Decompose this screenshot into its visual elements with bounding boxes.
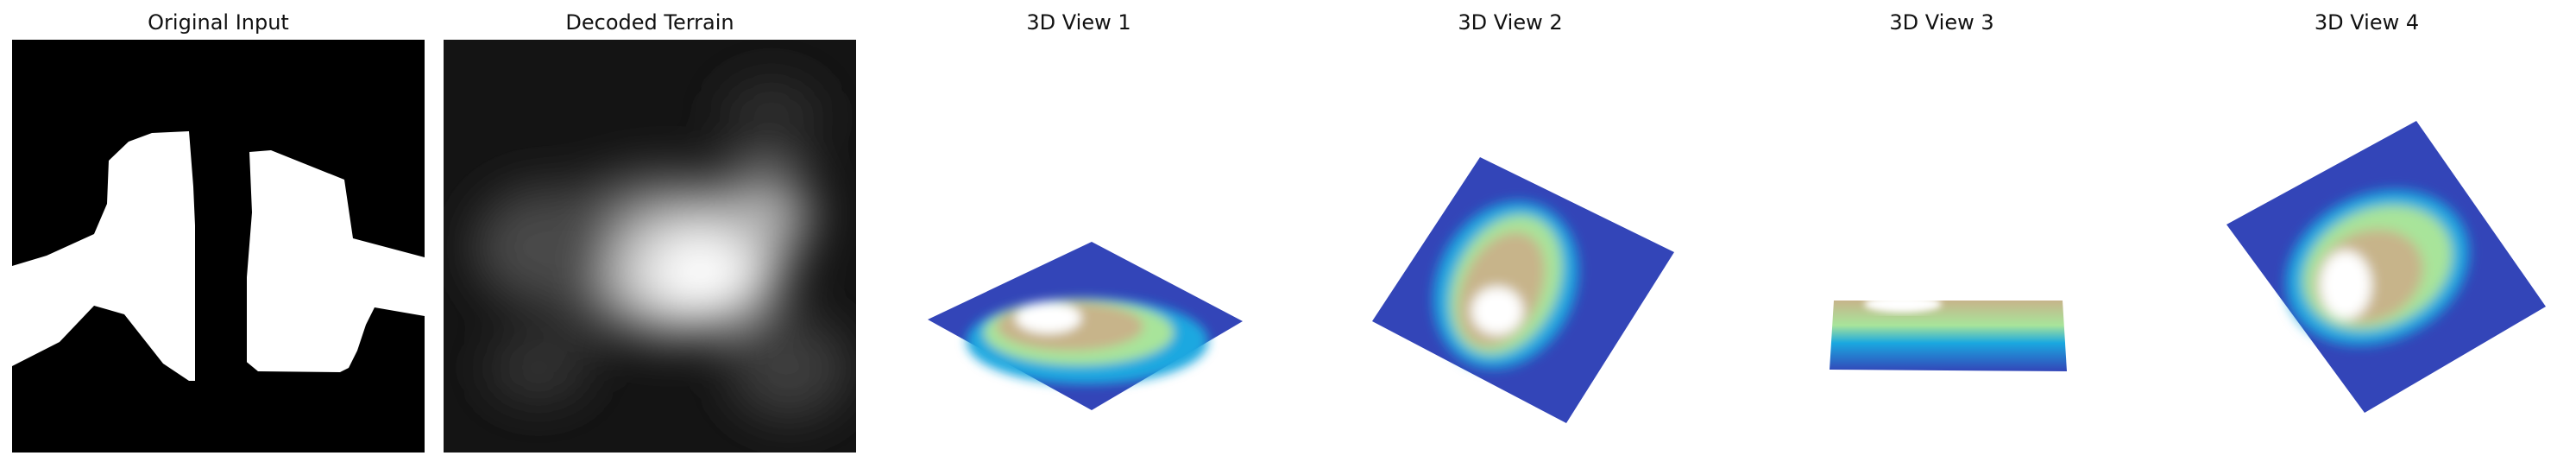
panel-3d-view-3: 3D View 3 [1726,0,2157,462]
panel-title: 3D View 1 [1026,10,1131,35]
panel-title: 3D View 4 [2314,10,2420,35]
panel-title: 3D View 3 [1889,10,1994,35]
panel-original-input: Original Input [12,0,425,462]
terrain-surface-view-1 [928,242,1243,410]
panel-title: 3D View 2 [1458,10,1563,35]
panel-title: Original Input [148,10,289,35]
panel-3d-view-2: 3D View 2 [1294,0,1726,462]
terrain-surface-view-4 [2226,121,2546,413]
panel-decoded-terrain: Decoded Terrain [444,0,856,462]
panel-title: Decoded Terrain [565,10,734,35]
terrain-surface-view-2 [1372,157,1674,423]
original-input-image [12,40,425,453]
panel-3d-view-4: 3D View 4 [2157,0,2576,462]
decoded-terrain-image [444,40,856,453]
terrain-surface-view-3 [1830,295,2067,371]
panel-3d-view-1: 3D View 1 [863,0,1294,462]
